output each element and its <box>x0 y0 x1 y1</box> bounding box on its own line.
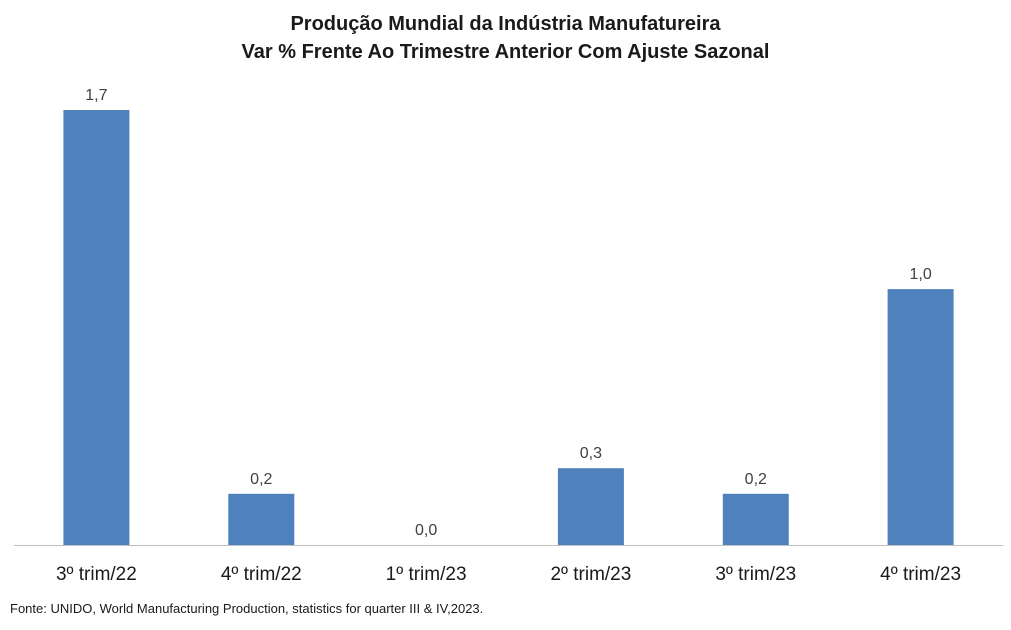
bar-chart: 1,7 0,2 0,0 0,3 0,2 1,0 3º trim/22 4º trim/22 1… <box>14 87 1003 585</box>
chart-title: Produção Mundial da Indústria Manufature… <box>0 10 1011 66</box>
x-tick-labels-group: 3º trim/22 4º trim/22 1º trim/23 2º trim/23… <box>56 564 961 585</box>
bar-value-label: 0,0 <box>415 522 437 539</box>
x-tick-label: 3º trim/23 <box>715 564 796 585</box>
bar <box>887 289 954 545</box>
x-tick-label: 2º trim/23 <box>550 564 631 585</box>
source-note: Fonte: UNIDO, World Manufacturing Produc… <box>10 601 484 616</box>
bar-value-label: 0,3 <box>580 445 602 462</box>
bar <box>63 110 130 545</box>
bars-group <box>63 110 954 545</box>
bar <box>228 493 295 545</box>
bar-value-label: 1,7 <box>85 87 107 104</box>
data-labels-group: 1,7 0,2 0,0 0,3 0,2 1,0 <box>85 87 932 539</box>
x-tick-label: 4º trim/22 <box>221 564 302 585</box>
chart-title-line: Produção Mundial da Indústria Manufature… <box>290 13 721 35</box>
x-tick-label: 3º trim/22 <box>56 564 137 585</box>
bar <box>557 468 624 545</box>
x-tick-label: 4º trim/23 <box>880 564 961 585</box>
bar-value-label: 1,0 <box>909 266 931 283</box>
bar <box>722 493 789 545</box>
bar-value-label: 0,2 <box>745 471 767 488</box>
chart-subtitle-line: Var % Frente Ao Trimestre Anterior Com A… <box>241 41 770 63</box>
bar-value-label: 0,2 <box>250 471 272 488</box>
x-tick-label: 1º trim/23 <box>386 564 467 585</box>
